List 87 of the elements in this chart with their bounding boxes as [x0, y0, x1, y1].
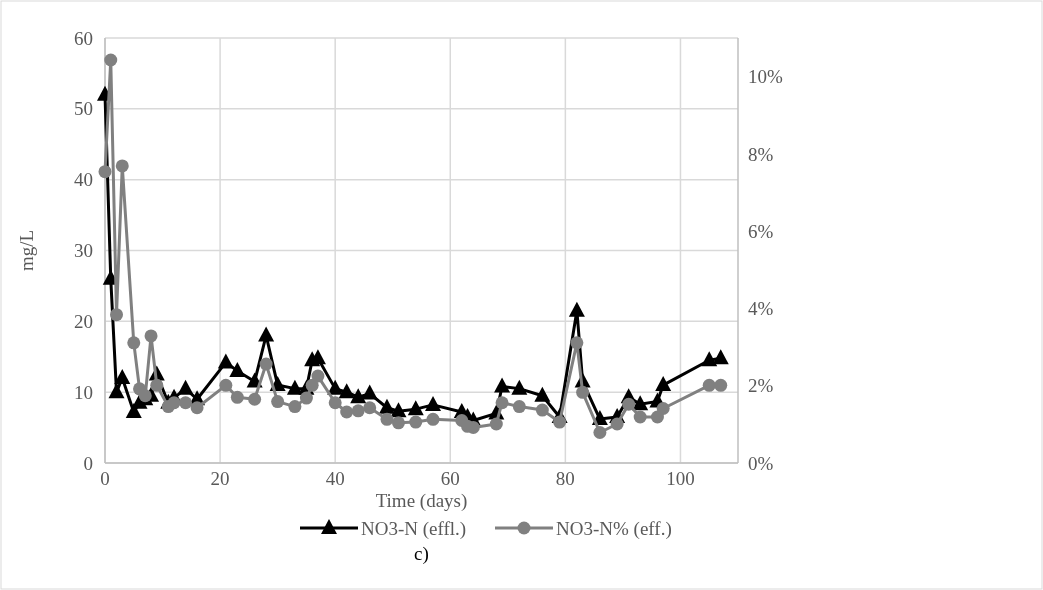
point — [610, 417, 624, 431]
x-tick-label: 0 — [100, 468, 110, 489]
point — [271, 395, 285, 409]
x-tick-label: 60 — [440, 468, 460, 489]
point — [655, 376, 672, 392]
y-tick-label: 20 — [74, 310, 93, 332]
y2-tick-label: 2% — [748, 375, 774, 397]
point — [553, 415, 567, 429]
point — [494, 377, 511, 393]
point — [259, 357, 273, 371]
text: c) — [414, 543, 429, 565]
y-tick-label: 0 — [83, 452, 93, 474]
point — [311, 369, 325, 383]
point — [380, 412, 394, 426]
point — [535, 403, 549, 417]
point — [177, 379, 194, 395]
point — [328, 396, 342, 410]
y-tick-label: 40 — [74, 169, 93, 191]
point — [656, 402, 670, 416]
point — [340, 405, 354, 419]
y-tick-label: 10 — [74, 381, 93, 403]
point — [217, 353, 234, 369]
point — [407, 400, 424, 416]
y2-tick-label: 0% — [748, 452, 774, 474]
point — [632, 395, 649, 411]
point — [230, 390, 244, 404]
point — [167, 396, 181, 410]
point — [350, 388, 367, 404]
y2-tick-label: 6% — [748, 220, 774, 242]
point — [351, 404, 365, 418]
point — [425, 395, 442, 411]
point — [576, 385, 590, 399]
point — [299, 391, 313, 405]
y-tick-label: 30 — [74, 240, 93, 262]
point — [219, 378, 233, 392]
legend-label: NO3-N% (eff.) — [556, 517, 672, 540]
point — [108, 383, 125, 399]
point — [593, 425, 607, 439]
point — [104, 53, 118, 67]
point — [114, 369, 131, 384]
point — [714, 378, 728, 392]
point — [712, 349, 729, 365]
point — [305, 378, 319, 392]
x-tick-label: 80 — [555, 468, 575, 489]
point — [286, 379, 303, 395]
point — [338, 383, 355, 399]
point — [570, 336, 584, 350]
point — [248, 392, 262, 406]
point — [568, 301, 585, 317]
x-tick-label: 100 — [666, 468, 695, 489]
point — [702, 378, 716, 392]
x-tick-label: 40 — [325, 468, 345, 489]
point — [489, 417, 503, 431]
x-tick-label: 20 — [210, 468, 230, 489]
point — [409, 415, 423, 429]
point — [534, 386, 551, 402]
point — [258, 326, 275, 342]
y-tick-label: 50 — [74, 98, 93, 120]
y-tick-label: 60 — [74, 27, 93, 49]
point — [390, 402, 407, 418]
point — [98, 165, 112, 179]
point — [426, 412, 440, 426]
point — [495, 396, 509, 410]
x-axis-title: Time (days) — [375, 490, 468, 512]
point — [110, 308, 124, 322]
legend-label: NO3-N (effl.) — [361, 517, 467, 540]
point — [622, 397, 636, 411]
point — [378, 398, 395, 414]
point — [701, 351, 718, 367]
y2-tick-label: 10% — [748, 66, 783, 88]
point — [229, 361, 246, 377]
point — [190, 401, 204, 415]
y2-tick-label: 8% — [748, 143, 774, 165]
point — [179, 396, 193, 410]
point — [115, 159, 129, 173]
point — [288, 400, 302, 414]
y2-tick-label: 4% — [748, 298, 774, 320]
point — [391, 416, 405, 430]
point — [361, 384, 378, 400]
point — [127, 336, 141, 350]
point — [511, 379, 528, 395]
point — [150, 378, 164, 392]
point — [512, 400, 526, 414]
point — [363, 401, 377, 415]
point — [633, 410, 647, 424]
y-axis-title: mg/L — [16, 229, 37, 272]
point — [144, 329, 158, 343]
